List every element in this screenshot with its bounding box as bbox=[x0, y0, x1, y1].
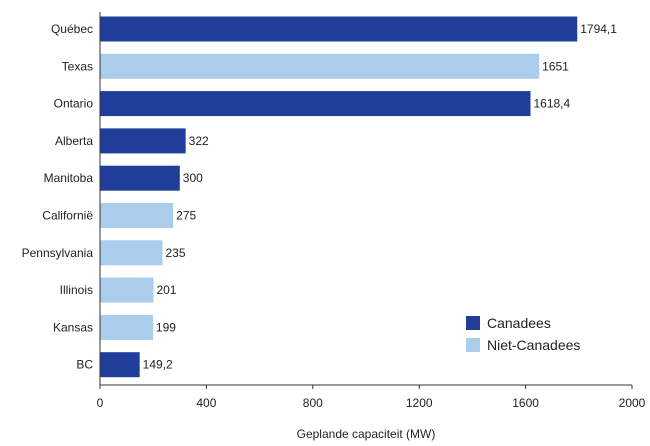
bars-layer bbox=[100, 16, 578, 378]
bar-6 bbox=[100, 240, 163, 266]
bar-1 bbox=[100, 53, 540, 79]
value-label-1: 1651 bbox=[542, 59, 569, 73]
bar-8 bbox=[100, 314, 153, 340]
bar-4 bbox=[100, 165, 180, 191]
bar-5 bbox=[100, 203, 174, 228]
x-tick-label-5: 2000 bbox=[619, 396, 646, 410]
bar-7 bbox=[100, 277, 154, 303]
x-tick-label-2: 800 bbox=[303, 396, 323, 410]
category-label-3: Alberta bbox=[55, 134, 93, 148]
category-label-2: Ontario bbox=[54, 97, 94, 111]
bar-2 bbox=[100, 91, 531, 117]
value-label-7: 201 bbox=[156, 283, 176, 297]
x-tick-label-3: 1200 bbox=[406, 396, 433, 410]
x-tick-label-0: 0 bbox=[97, 396, 104, 410]
value-label-9: 149,2 bbox=[143, 358, 173, 372]
value-label-4: 300 bbox=[183, 171, 203, 185]
category-label-5: Californië bbox=[42, 209, 93, 223]
category-label-6: Pennsylvania bbox=[22, 246, 94, 260]
legend: Canadees Niet-Canadees bbox=[466, 315, 580, 353]
value-label-2: 1618,4 bbox=[533, 97, 570, 111]
category-label-8: Kansas bbox=[53, 320, 93, 334]
x-tick-label-1: 400 bbox=[196, 396, 216, 410]
legend-label-0: Canadees bbox=[487, 315, 551, 331]
value-labels: 1794,1 1651 1618,4 322 300 275 235 201 199 149,2 bbox=[143, 22, 618, 372]
category-label-0: Québec bbox=[51, 22, 93, 36]
legend-label-1: Niet-Canadees bbox=[487, 337, 580, 353]
value-label-8: 199 bbox=[156, 320, 176, 334]
x-tick-label-4: 1600 bbox=[512, 396, 539, 410]
x-axis-title: Geplande capaciteit (MW) bbox=[297, 427, 436, 441]
category-label-9: BC bbox=[76, 358, 93, 372]
value-label-6: 235 bbox=[166, 246, 186, 260]
value-label-3: 322 bbox=[189, 134, 209, 148]
bar-9 bbox=[100, 352, 140, 378]
x-axis: 0 400 800 1200 1600 2000 bbox=[97, 12, 646, 410]
category-label-4: Manitoba bbox=[44, 171, 94, 185]
legend-swatch-0 bbox=[466, 316, 480, 330]
value-label-0: 1794,1 bbox=[580, 22, 617, 36]
value-label-5: 275 bbox=[176, 209, 196, 223]
bar-0 bbox=[100, 16, 578, 42]
legend-swatch-1 bbox=[466, 338, 480, 352]
category-labels: Québec Texas Ontario Alberta Manitoba Califor… bbox=[22, 22, 94, 372]
category-label-7: Illinois bbox=[60, 283, 93, 297]
bar-3 bbox=[100, 128, 186, 154]
category-label-1: Texas bbox=[62, 59, 93, 73]
